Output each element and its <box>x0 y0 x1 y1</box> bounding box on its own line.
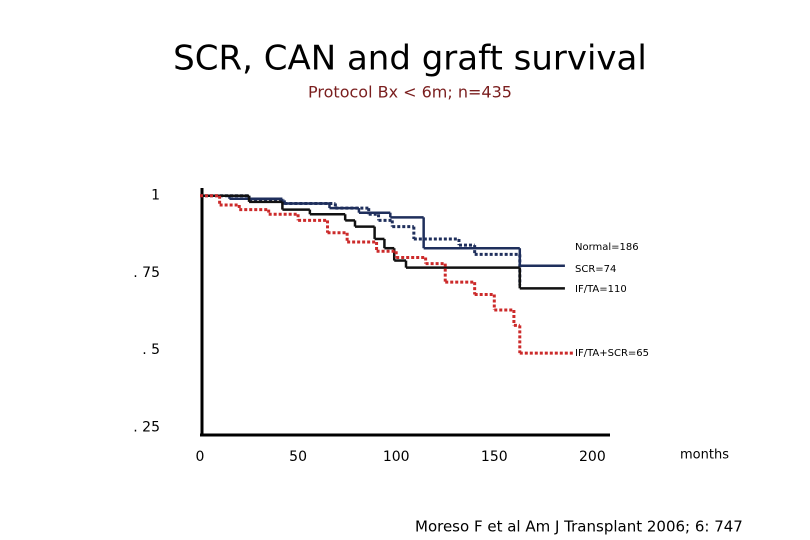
x-tick-label: 200 <box>579 449 606 465</box>
chart-title: SCR, CAN and graft survival <box>173 39 647 79</box>
y-tick-label: . 5 <box>142 342 160 358</box>
x-axis-label: months <box>680 448 729 463</box>
y-tick-label: 1 <box>151 188 160 204</box>
y-tick-label: . 25 <box>133 419 160 435</box>
series-label: Normal=186 <box>575 242 639 253</box>
x-tick-label: 150 <box>481 449 508 465</box>
series-label: SCR=74 <box>575 264 616 275</box>
x-tick-label: 0 <box>196 449 205 465</box>
x-tick-label: 100 <box>383 449 410 465</box>
y-tick-label: . 75 <box>133 265 160 281</box>
series-label: IF/TA+SCR=65 <box>575 348 649 359</box>
x-tick-label: 50 <box>289 449 307 465</box>
series-label: IF/TA=110 <box>575 284 627 295</box>
chart-subtitle: Protocol Bx < 6m; n=435 <box>308 83 512 102</box>
source-note: Moreso F et al Am J Transplant 2006; 6: … <box>415 518 743 536</box>
